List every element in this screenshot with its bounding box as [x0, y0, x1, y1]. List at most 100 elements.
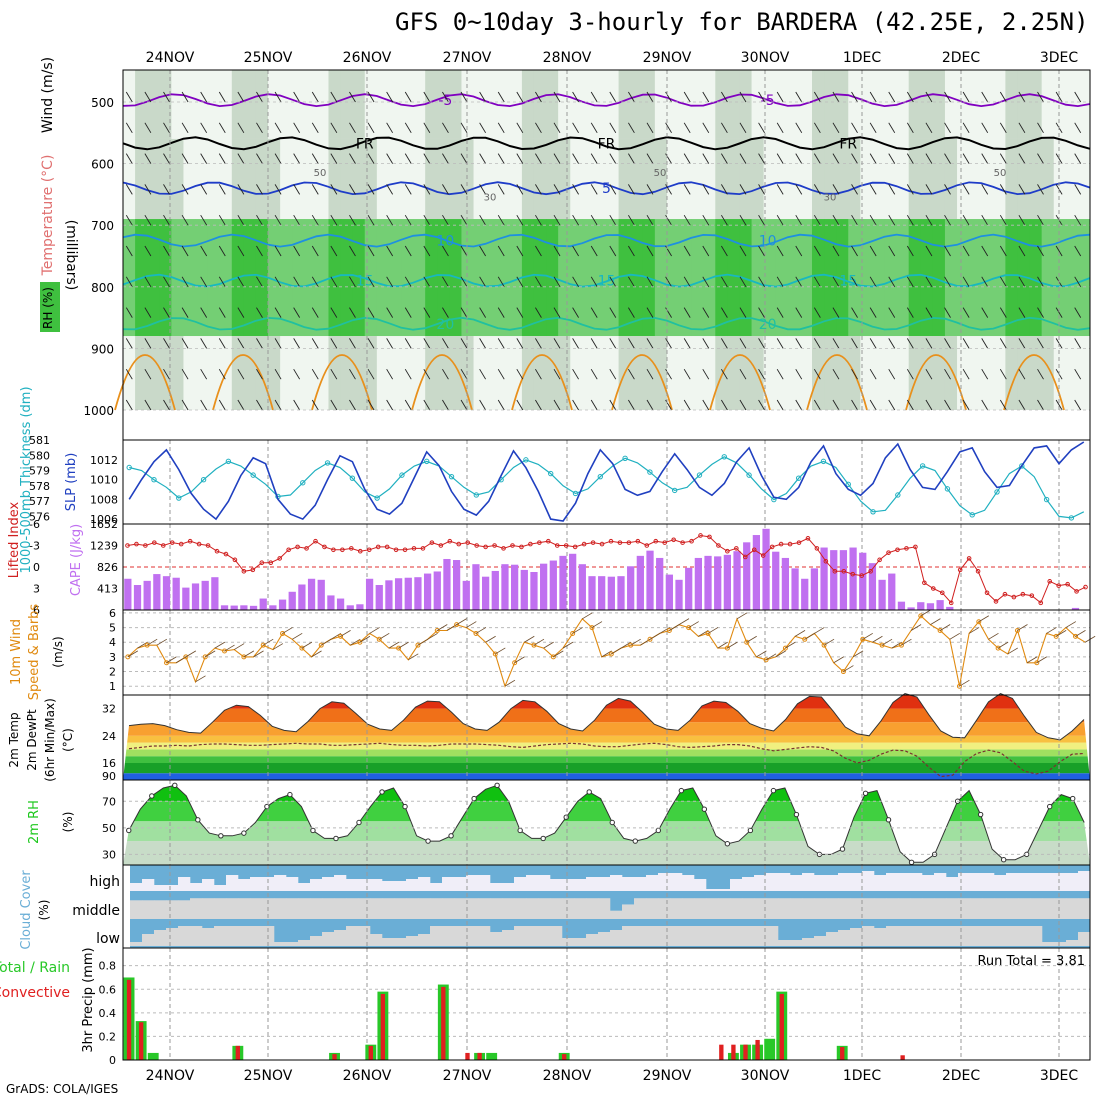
wind-barb — [683, 276, 691, 288]
thickness-point — [919, 463, 926, 469]
lifted-index-point — [366, 547, 372, 553]
wind-barb — [776, 91, 784, 103]
rh-cell — [932, 138, 946, 220]
wind-barb — [456, 618, 467, 625]
wind-barb — [572, 627, 583, 634]
temp-band — [123, 756, 1090, 763]
isotherm-label: FR — [356, 136, 374, 152]
page-title: GFS 0~10day 3-hourly for BARDERA (42.25E… — [395, 8, 1089, 36]
rh-cell — [1065, 336, 1079, 410]
wind-barb — [200, 214, 208, 226]
cloud-gap-cell — [898, 926, 911, 946]
wind-barb — [311, 307, 319, 318]
wind-barb — [720, 368, 728, 380]
rh-cell — [231, 138, 245, 220]
rh-cell — [884, 219, 898, 337]
isotherm-label: -5 — [761, 93, 775, 109]
top-date-label: 1DEC — [843, 50, 882, 66]
cape-bar — [830, 550, 838, 610]
cloud-gap-cell — [334, 898, 347, 919]
cloud-gap-cell — [394, 938, 407, 946]
rh-cell — [521, 336, 535, 410]
cape-bar — [810, 568, 819, 610]
rh-cell — [485, 138, 499, 220]
temp-axis-label: 2m DewPt — [25, 709, 39, 771]
wind-barb — [553, 368, 561, 380]
cloud-gap-cell — [286, 942, 299, 946]
wind-barb — [981, 307, 989, 318]
wind-barb — [423, 91, 431, 103]
cloud-gap-cell — [154, 900, 167, 919]
lifted-index-point — [169, 540, 175, 545]
rh-cell — [401, 138, 414, 220]
thickness-point — [696, 472, 703, 478]
cloud-gap-cell — [418, 934, 431, 946]
wind-barb — [274, 338, 282, 349]
wind-barb — [181, 307, 189, 318]
wind-barb — [999, 307, 1007, 318]
cape-bar — [714, 556, 722, 610]
rh-cell — [449, 70, 462, 139]
wind-barb — [408, 653, 419, 661]
wind-speed-point — [550, 654, 556, 660]
rh-point — [632, 838, 638, 844]
wind-barb — [906, 184, 914, 195]
wind-barb — [813, 122, 821, 134]
wind-barb — [758, 276, 765, 288]
wind-speed-point — [821, 642, 827, 648]
cape-bar — [926, 603, 935, 610]
top-date-label: 29NOV — [643, 50, 692, 66]
wind-barb — [739, 184, 747, 195]
isotherm-25-line — [411, 354, 473, 411]
rh-cell — [654, 70, 668, 139]
cape-bar — [936, 600, 944, 610]
lifted-index-point — [393, 547, 399, 553]
pressure-tick-label: 700 — [91, 219, 114, 233]
lifted-index-point — [429, 540, 435, 545]
thickness-point — [126, 464, 132, 471]
thickness-series-line — [129, 456, 1085, 519]
cloud-gap-cell — [538, 898, 551, 919]
wind-barb — [274, 399, 282, 411]
rh-cell — [195, 70, 209, 139]
cloud-gap-cell — [670, 898, 683, 919]
wind-barb — [163, 184, 170, 195]
wind-barb — [423, 122, 431, 134]
wind-barb — [702, 91, 710, 103]
rh-cell — [425, 336, 438, 410]
cloud-gap-cell — [706, 926, 719, 946]
cloud-gap-cell — [1042, 942, 1055, 946]
wind-barb — [833, 656, 844, 664]
wind-barb — [1037, 153, 1044, 164]
rh-point — [770, 787, 777, 794]
lifted-index-point — [134, 541, 139, 547]
wind-barb — [293, 307, 301, 318]
rh-cell — [449, 138, 462, 220]
wind-barb — [906, 245, 914, 257]
rh-cell — [836, 138, 849, 220]
rh-cell — [437, 219, 450, 337]
cloud-gap-cell — [1078, 871, 1091, 891]
wind-barb — [795, 122, 803, 134]
wind-barb — [832, 153, 840, 164]
rh-cell — [243, 138, 257, 220]
wind-barb — [901, 638, 912, 646]
lifted-index-point — [268, 560, 274, 566]
wind-barb — [869, 214, 877, 226]
lifted-index-point — [456, 541, 462, 547]
lifted-index-point — [635, 538, 641, 544]
wind-barb — [906, 91, 914, 103]
cloud-gap-cell — [262, 877, 275, 891]
lifted-index-point — [277, 556, 282, 561]
rh-tick-label: 50 — [102, 822, 116, 835]
rh-cell — [558, 219, 571, 337]
cloud-gap-cell — [1066, 898, 1079, 919]
cloud-gap-cell — [802, 873, 815, 891]
rh-point — [517, 827, 523, 834]
rh-cell — [811, 336, 825, 410]
rh-cell — [159, 219, 172, 337]
wind-barb — [293, 399, 301, 411]
rh-point — [379, 789, 385, 795]
temp-axis-label: (6hr Min/Max) — [43, 698, 57, 782]
